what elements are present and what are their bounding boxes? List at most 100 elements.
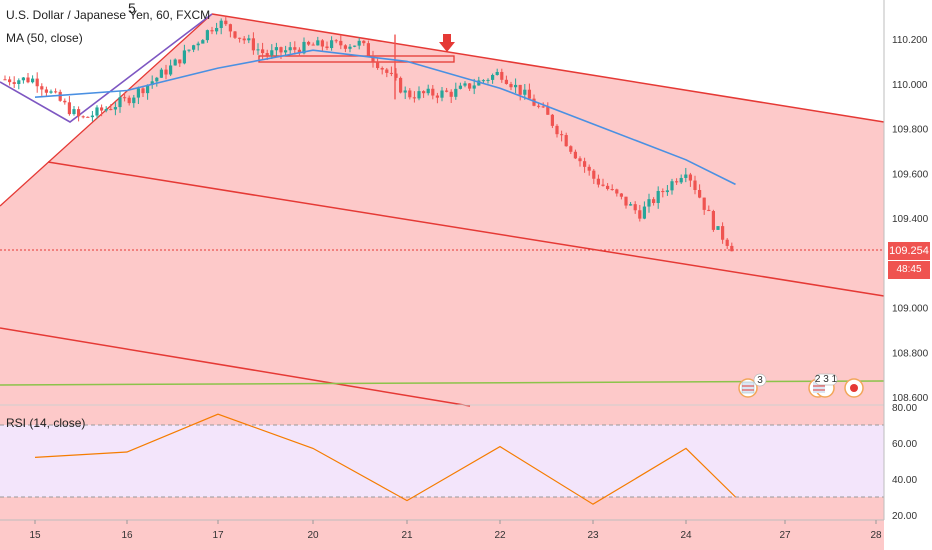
candle-body bbox=[17, 80, 21, 84]
candle-body bbox=[330, 40, 334, 49]
support-line bbox=[0, 380, 885, 386]
candle-body bbox=[228, 24, 232, 32]
rsi-tick-label: 20.00 bbox=[892, 511, 917, 522]
candle-body bbox=[31, 78, 35, 83]
candle-body bbox=[238, 37, 242, 39]
candle-body bbox=[150, 81, 154, 85]
candle-body bbox=[500, 71, 504, 80]
time-tick-label: 24 bbox=[680, 530, 692, 541]
candle-body bbox=[624, 196, 628, 206]
candle-body bbox=[684, 174, 688, 178]
candle-body bbox=[357, 40, 361, 46]
channel-fill bbox=[0, 14, 884, 550]
candle-body bbox=[417, 91, 421, 99]
candle-body bbox=[725, 239, 729, 246]
candle-body bbox=[136, 88, 140, 98]
candle-body bbox=[675, 181, 679, 183]
candle-body bbox=[247, 38, 251, 41]
candle-body bbox=[366, 43, 370, 56]
candles-group bbox=[3, 16, 734, 252]
candle-body bbox=[477, 80, 481, 86]
candle-body bbox=[58, 91, 62, 101]
rsi-band-fill bbox=[0, 425, 884, 497]
rsi-tick-label: 60.00 bbox=[892, 439, 917, 450]
jpy-event-icon[interactable] bbox=[844, 378, 864, 398]
candle-body bbox=[422, 91, 426, 94]
candle-body bbox=[173, 59, 177, 66]
candle-body bbox=[293, 47, 297, 50]
rsi-tick-label: 80.00 bbox=[892, 403, 917, 414]
candle-body bbox=[72, 109, 76, 115]
candle-body bbox=[555, 125, 559, 135]
candle-body bbox=[688, 174, 692, 181]
candle-body bbox=[606, 185, 610, 190]
usd-event-icon[interactable] bbox=[738, 378, 758, 398]
candle-body bbox=[527, 89, 531, 99]
candle-body bbox=[339, 40, 343, 46]
time-tick-label: 23 bbox=[587, 530, 599, 541]
rsi-axis[interactable]: 80.00 60.00 40.00 20.00 bbox=[892, 403, 917, 522]
candle-body bbox=[698, 189, 702, 198]
time-axis[interactable]: 15 16 17 20 21 22 23 24 27 28 bbox=[29, 520, 882, 541]
candle-body bbox=[619, 193, 623, 197]
candle-body bbox=[49, 91, 53, 93]
candle-body bbox=[435, 95, 439, 98]
price-tick-label: 108.600 bbox=[892, 393, 929, 404]
candle-body bbox=[242, 38, 246, 41]
wave-label: 5 bbox=[128, 0, 136, 16]
event-cluster-count: 2 3 1 bbox=[815, 374, 838, 385]
candle-body bbox=[592, 170, 596, 179]
candle-body bbox=[256, 49, 260, 51]
candle-body bbox=[615, 189, 619, 194]
price-pane[interactable]: 3 2 3 1 bbox=[0, 13, 885, 550]
candle-body bbox=[284, 50, 288, 53]
candle-body bbox=[504, 79, 508, 84]
candle-body bbox=[546, 107, 550, 115]
candle-body bbox=[113, 107, 117, 110]
candle-body bbox=[118, 97, 122, 108]
candle-body bbox=[376, 61, 380, 69]
candle-body bbox=[583, 161, 587, 167]
candle-body bbox=[537, 105, 541, 107]
candle-body bbox=[468, 83, 472, 89]
candle-body bbox=[514, 84, 518, 88]
candle-body bbox=[196, 43, 200, 46]
candle-body bbox=[251, 38, 255, 51]
candle-body bbox=[721, 226, 725, 240]
candle-body bbox=[325, 46, 329, 49]
candle-body bbox=[463, 83, 467, 86]
rsi-pane[interactable] bbox=[0, 413, 884, 505]
countdown-badge: 48:45 bbox=[888, 261, 930, 279]
candle-body bbox=[219, 20, 223, 28]
candle-body bbox=[169, 65, 173, 75]
candle-body bbox=[182, 50, 186, 64]
price-axis[interactable]: 110.200 110.000 109.800 109.600 109.400 109.0… bbox=[892, 35, 929, 404]
time-tick-label: 16 bbox=[121, 530, 133, 541]
candle-body bbox=[63, 100, 67, 103]
time-tick-label: 17 bbox=[212, 530, 224, 541]
candle-body bbox=[454, 88, 458, 97]
wave-line bbox=[0, 13, 213, 123]
candle-body bbox=[215, 27, 219, 32]
candle-body bbox=[693, 180, 697, 190]
candle-body bbox=[320, 40, 324, 47]
candle-body bbox=[394, 73, 398, 78]
candle-body bbox=[403, 90, 407, 93]
candle-body bbox=[445, 90, 449, 92]
candle-body bbox=[307, 41, 311, 45]
candle-body bbox=[426, 88, 430, 94]
candle-body bbox=[486, 79, 490, 81]
ma-indicator-label: MA (50, close) bbox=[6, 31, 83, 45]
candle-body bbox=[389, 72, 393, 74]
candle-body bbox=[192, 45, 196, 50]
candle-body bbox=[26, 77, 30, 83]
chart-title: U.S. Dollar / Japanese Yen, 60, FXCM bbox=[6, 8, 211, 22]
event-cluster-count-badge: 2 3 1 bbox=[814, 373, 838, 386]
candle-body bbox=[481, 80, 485, 82]
candle-body bbox=[707, 209, 711, 212]
candle-body bbox=[155, 77, 159, 82]
candle-body bbox=[702, 197, 706, 210]
candle-body bbox=[495, 71, 499, 75]
candle-body bbox=[40, 86, 44, 90]
